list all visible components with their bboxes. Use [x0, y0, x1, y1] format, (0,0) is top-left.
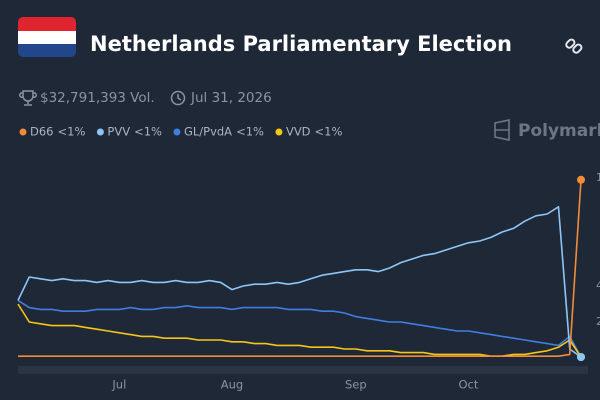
volume: $32,791,393 Vol. [40, 90, 155, 106]
y-tick-label: 20% [596, 315, 600, 328]
title: Netherlands Parliamentary Election [90, 32, 512, 56]
legend-name: D66 [30, 125, 54, 139]
x-tick-label: Jul [111, 378, 126, 392]
x-tick-label: Aug [221, 378, 243, 392]
end-date: Jul 31, 2026 [190, 90, 272, 106]
legend-value: <1% [134, 125, 162, 139]
brand: Polymark [518, 121, 600, 141]
y-tick-label: 40% [596, 279, 600, 292]
y-tick-label: 100% [596, 171, 600, 184]
series-line [18, 179, 582, 357]
legend-name: GL/PvdA [184, 125, 232, 139]
legend-value: <1% [236, 125, 264, 139]
flag [18, 17, 76, 57]
end-dot [577, 353, 585, 362]
link-icon[interactable] [565, 38, 583, 54]
legend-value: <1% [315, 125, 343, 139]
legend-value: <1% [58, 125, 86, 139]
brand-logo [494, 119, 510, 141]
x-tick-label: Oct [458, 378, 478, 392]
legend-name: PVV [107, 125, 130, 139]
series-line [17, 206, 582, 358]
clock-icon [170, 90, 186, 106]
legend-dot [173, 128, 181, 136]
trophy-icon [19, 90, 37, 106]
end-dot [577, 175, 585, 184]
legend-dot [275, 128, 283, 136]
x-tick-label: Sep [345, 378, 367, 392]
legend-dot [96, 128, 104, 136]
legend-dot [19, 128, 27, 136]
series-line [17, 299, 582, 358]
legend-name: VVD [286, 125, 311, 139]
range-strip [18, 366, 588, 374]
